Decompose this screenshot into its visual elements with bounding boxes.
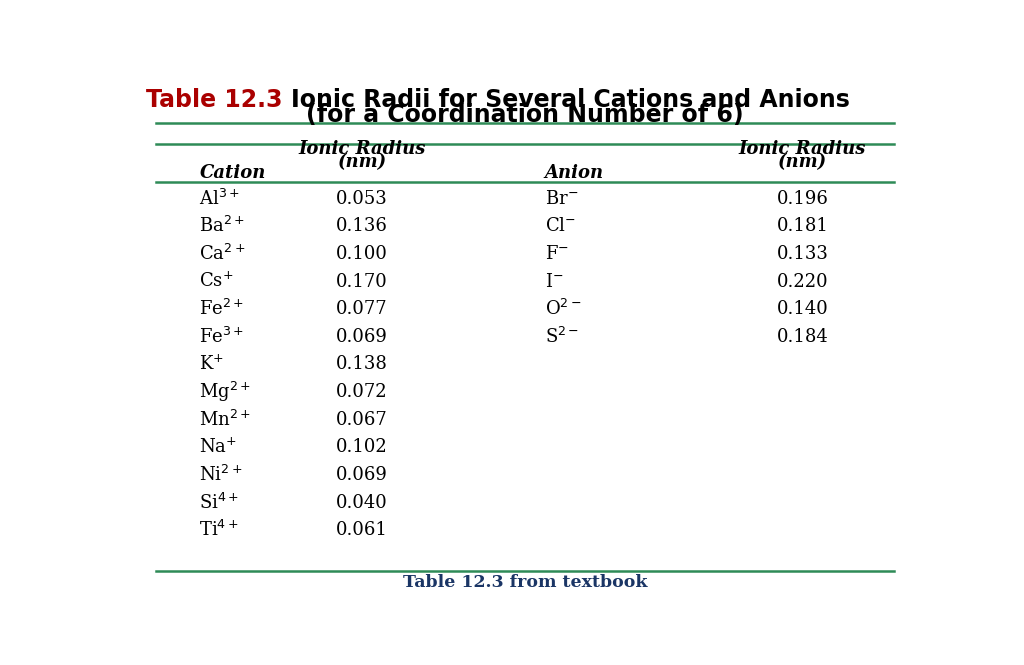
Text: S$^{2-}$: S$^{2-}$ bbox=[545, 327, 579, 347]
Text: 0.061: 0.061 bbox=[336, 521, 388, 539]
Text: 0.136: 0.136 bbox=[336, 217, 388, 235]
Text: Ni$^{2+}$: Ni$^{2+}$ bbox=[200, 465, 243, 485]
Text: K$^{+}$: K$^{+}$ bbox=[200, 355, 224, 374]
Text: 0.077: 0.077 bbox=[336, 300, 388, 318]
Text: Table 12.3 from textbook: Table 12.3 from textbook bbox=[402, 574, 647, 591]
Text: Ti$^{4+}$: Ti$^{4+}$ bbox=[200, 520, 239, 541]
Text: 0.102: 0.102 bbox=[336, 438, 388, 456]
Text: 0.040: 0.040 bbox=[336, 493, 388, 512]
Text: F$^{-}$: F$^{-}$ bbox=[545, 245, 568, 263]
Text: 0.133: 0.133 bbox=[776, 245, 828, 263]
Text: (for a Coordination Number of 6): (for a Coordination Number of 6) bbox=[306, 102, 743, 126]
Text: Table 12.3: Table 12.3 bbox=[146, 88, 283, 112]
Text: Cs$^{+}$: Cs$^{+}$ bbox=[200, 272, 233, 291]
Text: (nm): (nm) bbox=[338, 153, 387, 171]
Text: Ionic Radius: Ionic Radius bbox=[739, 140, 866, 158]
Text: (nm): (nm) bbox=[778, 153, 827, 171]
Text: Ionic Radius: Ionic Radius bbox=[298, 140, 426, 158]
Text: Fe$^{2+}$: Fe$^{2+}$ bbox=[200, 299, 245, 319]
Text: 0.140: 0.140 bbox=[776, 300, 828, 318]
Text: 0.170: 0.170 bbox=[336, 273, 388, 291]
Text: Ca$^{2+}$: Ca$^{2+}$ bbox=[200, 244, 246, 264]
Text: Mn$^{2+}$: Mn$^{2+}$ bbox=[200, 410, 251, 430]
Text: 0.069: 0.069 bbox=[336, 328, 388, 346]
Text: 0.053: 0.053 bbox=[336, 190, 388, 207]
Text: Cl$^{-}$: Cl$^{-}$ bbox=[545, 217, 575, 235]
Text: 0.181: 0.181 bbox=[776, 217, 828, 235]
Text: Anion: Anion bbox=[545, 164, 604, 182]
Text: Na$^{+}$: Na$^{+}$ bbox=[200, 438, 238, 457]
Text: 0.067: 0.067 bbox=[336, 411, 388, 429]
Text: O$^{2-}$: O$^{2-}$ bbox=[545, 299, 582, 319]
Text: Si$^{4+}$: Si$^{4+}$ bbox=[200, 493, 240, 513]
Text: Mg$^{2+}$: Mg$^{2+}$ bbox=[200, 380, 251, 404]
Text: 0.138: 0.138 bbox=[336, 356, 388, 374]
Text: Fe$^{3+}$: Fe$^{3+}$ bbox=[200, 327, 245, 347]
Text: Al$^{3+}$: Al$^{3+}$ bbox=[200, 189, 241, 209]
Text: Cation: Cation bbox=[200, 164, 266, 182]
Text: 0.072: 0.072 bbox=[336, 383, 388, 401]
Text: 0.184: 0.184 bbox=[776, 328, 828, 346]
Text: 0.196: 0.196 bbox=[776, 190, 828, 207]
Text: Ba$^{2+}$: Ba$^{2+}$ bbox=[200, 216, 246, 236]
Text: 0.220: 0.220 bbox=[777, 273, 828, 291]
Text: 0.069: 0.069 bbox=[336, 466, 388, 484]
Text: 0.100: 0.100 bbox=[336, 245, 388, 263]
Text: I$^{-}$: I$^{-}$ bbox=[545, 273, 563, 291]
Text: Br$^{-}$: Br$^{-}$ bbox=[545, 190, 578, 207]
Text: Ionic Radii for Several Cations and Anions: Ionic Radii for Several Cations and Anio… bbox=[291, 88, 850, 112]
